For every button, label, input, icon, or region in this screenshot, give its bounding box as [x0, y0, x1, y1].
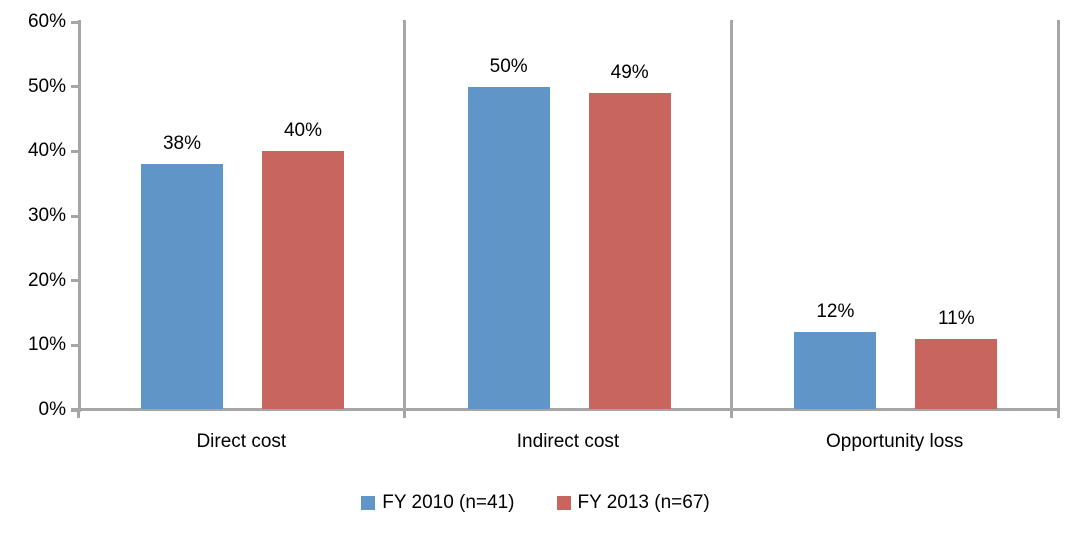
bar-value-label: 12%	[816, 301, 855, 323]
x-axis-category-label: Direct cost	[196, 431, 287, 452]
category-divider	[729, 20, 733, 410]
y-axis-tick	[71, 149, 78, 153]
legend-swatch-icon	[556, 496, 571, 510]
y-axis-tick	[71, 20, 78, 24]
x-axis-tick	[729, 410, 733, 418]
bar-direct-cost-series-0	[141, 164, 223, 409]
x-axis-tick	[403, 410, 407, 418]
y-axis-tick-label: 20%	[27, 269, 66, 291]
x-axis-category-label: Indirect cost	[516, 431, 620, 452]
y-axis-tick-label: 30%	[27, 205, 66, 226]
bar-indirect-cost-series-1	[588, 93, 671, 409]
legend-swatch-icon	[361, 496, 376, 510]
bar-value-label: 38%	[162, 133, 202, 155]
y-axis-tick	[71, 214, 78, 218]
legend-label: FY 2013 (n=67)	[577, 492, 710, 513]
bar-direct-cost-series-1	[262, 151, 344, 409]
y-axis-tick	[71, 408, 78, 412]
x-axis-tick	[1056, 410, 1060, 418]
bar-indirect-cost-series-0	[467, 86, 550, 409]
category-divider	[1056, 20, 1060, 410]
y-axis-tick	[71, 343, 78, 347]
legend-item-series-1: FY 2013 (n=67)	[556, 492, 710, 514]
y-axis-tick-label: 50%	[27, 75, 66, 97]
y-axis-tick-label: 0%	[38, 399, 66, 420]
legend-label: FY 2010 (n=41)	[382, 492, 515, 513]
legend-item-series-0: FY 2010 (n=41)	[361, 492, 515, 514]
bar-value-label: 11%	[938, 307, 975, 329]
legend: FY 2010 (n=41) FY 2013 (n=67)	[0, 492, 1071, 514]
bar-opportunity-loss-series-0	[794, 332, 877, 409]
x-axis-tick	[76, 410, 80, 418]
bar-opportunity-loss-series-1	[915, 338, 998, 409]
y-axis-line	[78, 20, 81, 412]
y-axis-tick-label: 40%	[27, 140, 66, 162]
y-axis-tick-label: 10%	[27, 334, 66, 356]
x-axis-line	[71, 408, 1058, 411]
x-axis-category-label: Opportunity loss	[826, 431, 964, 452]
category-divider	[403, 20, 407, 410]
y-axis-tick	[71, 279, 78, 283]
bar-value-label: 50%	[489, 55, 528, 77]
y-axis-tick-label: 60%	[27, 11, 66, 32]
y-axis-tick	[71, 85, 78, 89]
bar-value-label: 40%	[283, 120, 323, 142]
bar-value-label: 49%	[610, 62, 649, 84]
